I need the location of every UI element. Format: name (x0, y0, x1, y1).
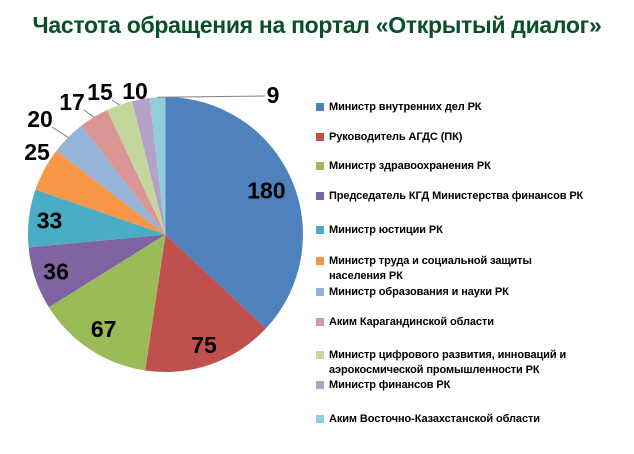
legend-label: Аким Восточно-Казахстанской области (329, 413, 540, 425)
pie-slice (56, 125, 166, 235)
legend-item: Министр внутренних дел РК (316, 100, 626, 115)
legend-label: Министр финансов РК (329, 379, 451, 391)
legend-swatch (316, 162, 324, 170)
legend-swatch (316, 103, 324, 111)
pie-slice (35, 150, 166, 235)
leader-line (157, 95, 266, 98)
pie-slice (132, 97, 166, 235)
legend-swatch (316, 133, 324, 141)
pie-slice (28, 234, 166, 308)
leader-line (83, 109, 95, 118)
pie-slice (28, 189, 166, 248)
pie-data-label: 17 (59, 89, 85, 115)
pie-slice (48, 234, 166, 371)
pie-slice (107, 101, 166, 235)
legend-item: Министр юстиции РК (316, 223, 626, 238)
legend-swatch (316, 288, 324, 296)
pie-data-label: 10 (122, 80, 148, 104)
legend-swatch (316, 226, 324, 234)
legend-swatch (316, 257, 324, 265)
pie-data-label: 67 (91, 316, 117, 342)
pie-slice (81, 110, 166, 235)
legend-item: Министр труда и социальной защиты населе… (316, 254, 626, 284)
legend-item: Руководитель АГДС (ПК) (316, 130, 626, 145)
legend-label: Министр цифрового развития, инноваций и … (329, 349, 567, 376)
legend-label: Министр юстиции РК (329, 224, 443, 236)
pie-data-label: 75 (191, 332, 217, 358)
legend-item: Министр здравоохранения РК (316, 159, 626, 174)
legend-swatch (316, 351, 324, 359)
legend-item: Председатель КГД Министерства финансов Р… (316, 189, 626, 204)
legend-label: Министр здравоохранения РК (329, 160, 491, 172)
legend-item: Министр финансов РК (316, 378, 626, 393)
legend-label: Министр внутренних дел РК (329, 101, 482, 113)
legend-swatch (316, 192, 324, 200)
pie-chart-area: 180 75 67 36 33 25 20 17 15 10 9 (10, 78, 330, 390)
legend-item: Министр образования и науки РК (316, 285, 626, 300)
chart-title: Частота обращения на портал «Открытый ди… (32, 12, 602, 38)
legend-swatch (316, 381, 324, 389)
legend-swatch (316, 318, 324, 326)
pie-data-label: 25 (24, 139, 50, 165)
pie-slice (149, 97, 166, 235)
legend-item: Министр цифрового развития, инноваций и … (316, 348, 626, 378)
legend-label: Руководитель АГДС (ПК) (329, 131, 463, 143)
legend-swatch (316, 415, 324, 423)
leader-line (111, 99, 120, 106)
pie-data-label: 33 (37, 208, 63, 234)
legend-item: Аким Карагандинской области (316, 315, 626, 330)
legend-label: Министр труда и социальной защиты населе… (329, 255, 532, 282)
legend-label: Аким Карагандинской области (329, 316, 494, 328)
pie-data-label: 180 (247, 178, 285, 204)
legend-label: Председатель КГД Министерства финансов Р… (329, 190, 584, 202)
legend-label: Министр образования и науки РК (329, 286, 509, 298)
pie-data-label: 20 (27, 106, 53, 132)
pie-data-label: 9 (267, 82, 280, 108)
pie-slice (165, 97, 303, 329)
legend-item: Аким Восточно-Казахстанской области (316, 412, 626, 427)
leader-line (51, 126, 69, 138)
pie-data-label: 36 (43, 259, 69, 285)
pie-slice (145, 234, 266, 373)
chart-legend: Министр внутренних дел РК Руководитель АГ… (316, 94, 626, 427)
pie-data-label: 15 (87, 80, 113, 105)
leader-line (140, 97, 143, 100)
